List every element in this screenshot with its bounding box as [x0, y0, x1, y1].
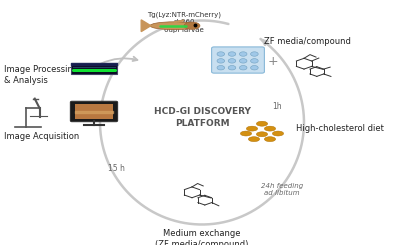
FancyBboxPatch shape [71, 63, 117, 74]
Ellipse shape [256, 132, 268, 137]
FancyBboxPatch shape [75, 104, 113, 119]
Text: HCD-GI DISCOVERY
PLATFORM: HCD-GI DISCOVERY PLATFORM [154, 107, 250, 128]
Ellipse shape [264, 126, 276, 131]
Polygon shape [141, 20, 151, 32]
Text: Image Acquisition: Image Acquisition [4, 132, 79, 141]
Text: 24h feeding
ad libitum: 24h feeding ad libitum [261, 183, 303, 196]
Polygon shape [174, 20, 184, 22]
Text: Medium exchange
(ZF media/compound): Medium exchange (ZF media/compound) [155, 229, 249, 245]
Ellipse shape [246, 126, 258, 131]
Ellipse shape [239, 59, 247, 63]
Text: Image Processing
& Analysis: Image Processing & Analysis [4, 65, 78, 85]
Ellipse shape [250, 65, 258, 70]
Ellipse shape [217, 52, 225, 56]
Ellipse shape [256, 121, 268, 126]
Ellipse shape [228, 59, 236, 63]
FancyBboxPatch shape [70, 101, 118, 122]
Ellipse shape [264, 137, 276, 142]
Text: ZF media/compound: ZF media/compound [264, 37, 351, 46]
Ellipse shape [150, 22, 198, 30]
Ellipse shape [248, 137, 260, 142]
Text: +: + [268, 55, 278, 68]
Ellipse shape [217, 65, 225, 70]
Text: Tg(Lyz:NTR-mCherry)
sh260
6dpf larvae: Tg(Lyz:NTR-mCherry) sh260 6dpf larvae [147, 11, 221, 33]
FancyBboxPatch shape [212, 47, 264, 73]
Text: 15 h: 15 h [108, 164, 124, 173]
Ellipse shape [250, 52, 258, 56]
Ellipse shape [239, 65, 247, 70]
Text: 1h: 1h [272, 102, 282, 111]
Text: High-cholesterol diet: High-cholesterol diet [296, 124, 384, 133]
Ellipse shape [228, 52, 236, 56]
Ellipse shape [272, 131, 284, 136]
Ellipse shape [240, 131, 252, 136]
Ellipse shape [184, 22, 200, 29]
Ellipse shape [239, 52, 247, 56]
Ellipse shape [228, 65, 236, 70]
Ellipse shape [250, 59, 258, 63]
Ellipse shape [217, 59, 225, 63]
